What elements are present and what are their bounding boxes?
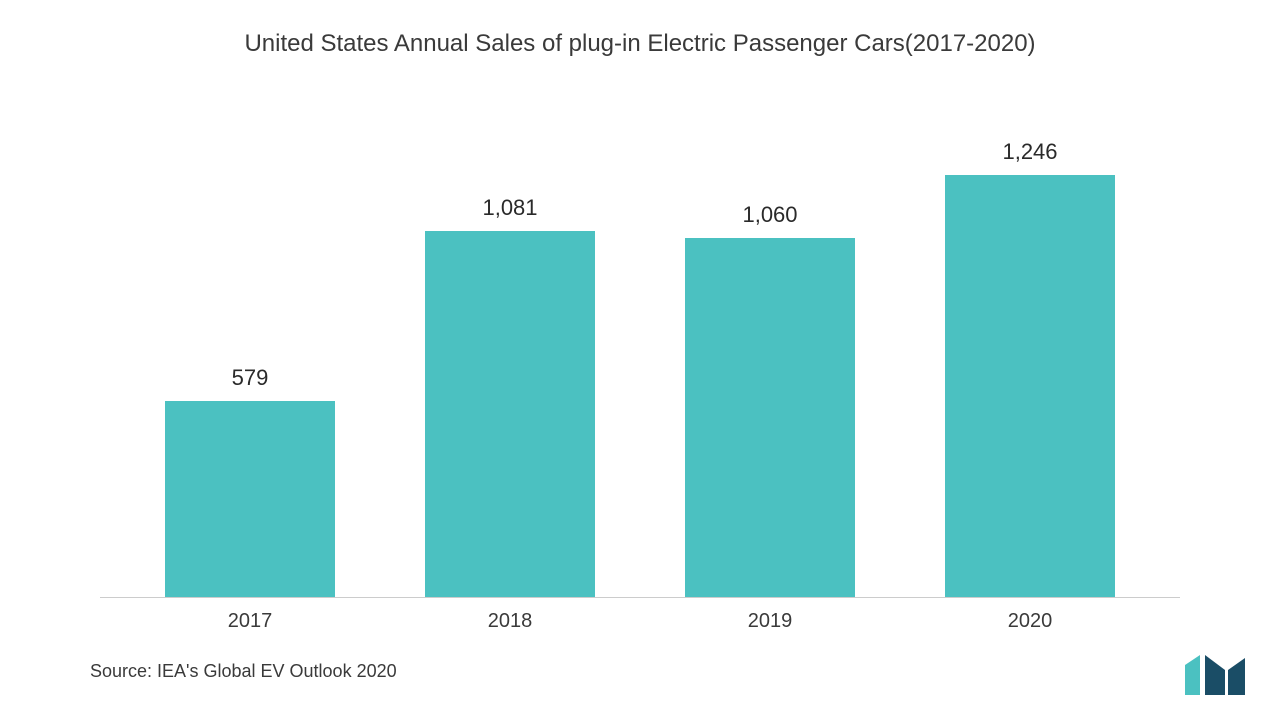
bar-group-2019: 1,060 <box>680 202 860 597</box>
bar-group-2017: 579 <box>160 365 340 597</box>
logo-icon <box>1180 650 1250 700</box>
x-label: 2018 <box>420 610 600 633</box>
x-axis-labels: 2017 2018 2019 2020 <box>100 610 1180 633</box>
chart-title: United States Annual Sales of plug-in El… <box>40 30 1240 58</box>
bar-2020 <box>945 175 1115 597</box>
plot-area: 579 1,081 1,060 1,246 <box>100 98 1180 598</box>
x-label: 2017 <box>160 610 340 633</box>
source-attribution: Source: IEA's Global EV Outlook 2020 <box>90 661 397 682</box>
bar-value-label: 1,246 <box>1002 139 1057 165</box>
x-label: 2020 <box>940 610 1120 633</box>
chart-container: United States Annual Sales of plug-in El… <box>0 0 1280 720</box>
bar-group-2018: 1,081 <box>420 195 600 597</box>
bar-value-label: 1,060 <box>742 202 797 228</box>
bar-2019 <box>685 238 855 597</box>
bar-2018 <box>425 231 595 597</box>
bar-value-label: 1,081 <box>482 195 537 221</box>
x-label: 2019 <box>680 610 860 633</box>
bar-group-2020: 1,246 <box>940 139 1120 597</box>
bar-2017 <box>165 401 335 597</box>
bar-value-label: 579 <box>232 365 269 391</box>
